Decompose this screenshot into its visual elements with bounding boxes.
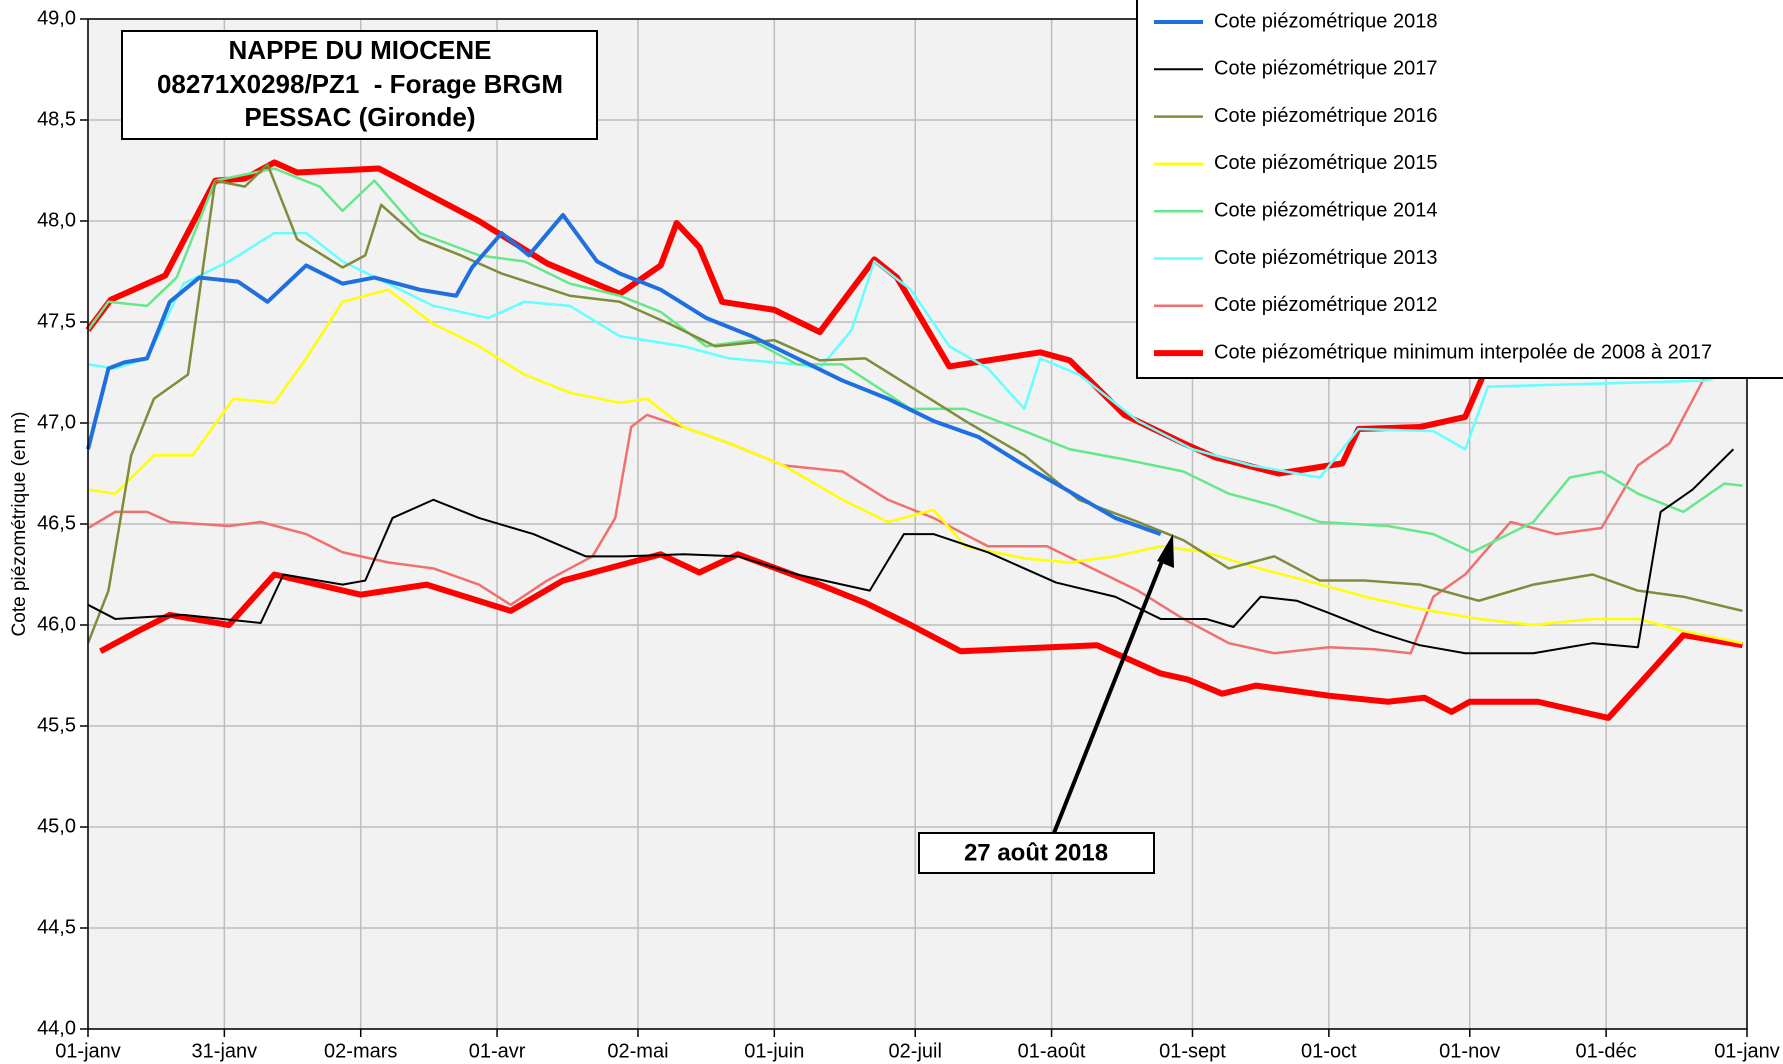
- series-line: [87, 448, 1735, 655]
- legend-label: Cote piézométrique 2018: [1214, 10, 1437, 32]
- x-tick-label: 01-janv: [55, 1040, 121, 1062]
- legend: Cote piézométrique 2018 Cote piézométriqu…: [1136, 0, 1783, 379]
- series-line: [87, 231, 1743, 479]
- x-tick-label: 01-sept: [1159, 1040, 1226, 1062]
- y-tick-label: 47,0: [37, 411, 76, 433]
- plot-frame: [87, 18, 1748, 1030]
- annotation-arrow: [1052, 545, 1170, 834]
- x-tick-label: 02-mars: [324, 1040, 397, 1062]
- y-tick-label: 45,5: [37, 714, 76, 736]
- x-tick-label: 01-oct: [1301, 1040, 1357, 1062]
- legend-label: Cote piézométrique 2015: [1214, 152, 1437, 174]
- title-line: PESSAC (Gironde): [244, 102, 475, 132]
- series-line: [85, 159, 1739, 477]
- x-tick-label: 01-nov: [1439, 1040, 1500, 1062]
- legend-label: Cote piézométrique 2016: [1214, 105, 1437, 127]
- legend-label: Cote piézométrique 2017: [1214, 58, 1437, 80]
- legend-label: Cote piézométrique 2014: [1214, 199, 1437, 221]
- y-tick-label: 47,5: [37, 310, 76, 332]
- title-line: NAPPE DU MIOCENE: [229, 35, 492, 65]
- title-line: 08271X0298/PZ1 - Forage BRGM: [157, 69, 563, 99]
- legend-label: Cote piézométrique 2012: [1214, 294, 1437, 316]
- y-axis-label: Cote piézométrique (en m): [9, 412, 30, 637]
- title-box: [121, 30, 598, 140]
- y-tick-label: 48,0: [37, 209, 76, 231]
- legend-label: Cote piézométrique 2013: [1214, 247, 1437, 269]
- y-tick-label: 45,0: [37, 815, 76, 837]
- annotation-box: [918, 832, 1155, 874]
- series-line: [86, 167, 1743, 554]
- lines: [85, 159, 1743, 721]
- x-tick-label: 02-mai: [607, 1040, 668, 1062]
- x-tick-label: 01-juin: [744, 1040, 804, 1062]
- annotation: 27 août 2018: [964, 839, 1108, 866]
- series-line: [87, 357, 1743, 655]
- y-tick-label: 49,0: [37, 7, 76, 29]
- x-tick-label: 01-déc: [1576, 1040, 1637, 1062]
- legend-box: [1136, 0, 1783, 379]
- x-tick-label: 31-janv: [192, 1040, 258, 1062]
- y-tick-label: 48,5: [37, 108, 76, 130]
- series-line: [99, 551, 1743, 721]
- y-tick-label: 44,5: [37, 916, 76, 938]
- x-tick-label: 01-janv: [1714, 1040, 1780, 1062]
- y-tick-label: 46,0: [37, 613, 76, 635]
- series-line: [87, 288, 1743, 645]
- x-tick-label: 01-avr: [469, 1040, 526, 1062]
- x-tick-label: 02-juil: [889, 1040, 942, 1062]
- legend-label: Cote piézométrique minimum interpolée de…: [1214, 341, 1712, 363]
- y-tick-label: 44,0: [37, 1017, 76, 1039]
- x-tick-label: 01-août: [1018, 1040, 1086, 1062]
- series-line: [86, 163, 1743, 644]
- series-line: [86, 212, 1162, 536]
- y-tick-label: 46,5: [37, 512, 76, 534]
- arrow-head: [1157, 534, 1174, 568]
